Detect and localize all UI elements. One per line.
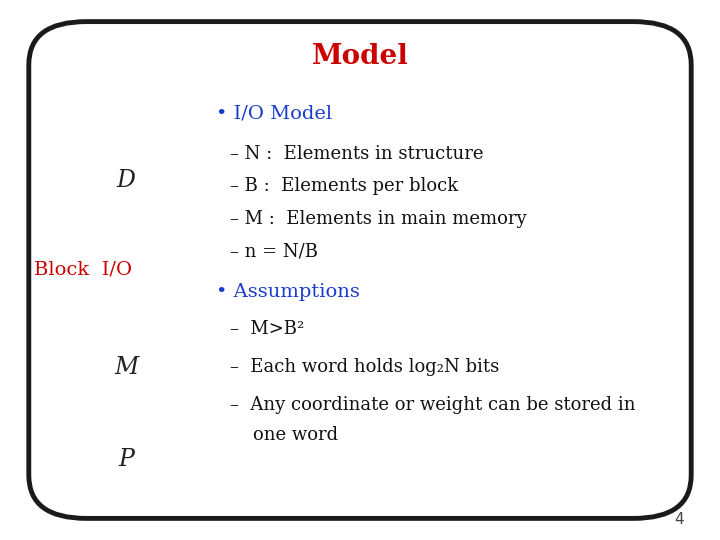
Text: Block  I/O: Block I/O — [34, 261, 132, 279]
Text: P: P — [118, 448, 134, 470]
Text: Model: Model — [312, 43, 408, 70]
Text: – N :  Elements in structure: – N : Elements in structure — [230, 145, 484, 163]
FancyBboxPatch shape — [29, 22, 691, 518]
Text: M: M — [114, 356, 138, 379]
Text: –  Each word holds log₂N bits: – Each word holds log₂N bits — [230, 358, 500, 376]
Text: • I/O Model: • I/O Model — [216, 104, 332, 123]
Text: – n = N/B: – n = N/B — [230, 242, 318, 260]
Text: – B :  Elements per block: – B : Elements per block — [230, 177, 459, 195]
Text: 4: 4 — [675, 511, 684, 526]
Text: one word: one word — [230, 426, 338, 444]
Text: – M :  Elements in main memory: – M : Elements in main memory — [230, 210, 527, 228]
Text: –  M>B²: – M>B² — [230, 320, 305, 339]
Text: –  Any coordinate or weight can be stored in: – Any coordinate or weight can be stored… — [230, 396, 636, 414]
Text: • Assumptions: • Assumptions — [216, 282, 360, 301]
Text: D: D — [117, 170, 135, 192]
